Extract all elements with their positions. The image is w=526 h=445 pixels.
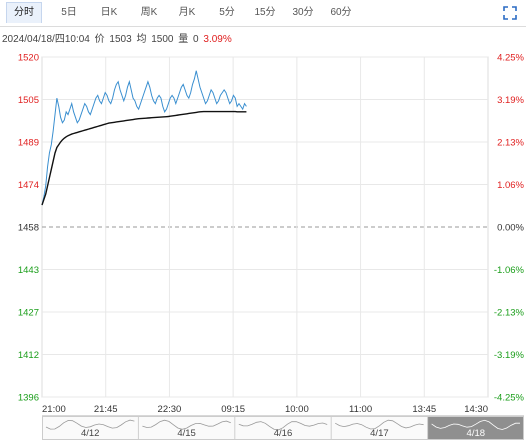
tab-daily-k[interactable]: 日K (100, 7, 118, 18)
navigator-sparkline (142, 419, 231, 430)
tab-15min[interactable]: 15分 (254, 7, 276, 18)
navigator-date-label[interactable]: 4/18 (467, 428, 486, 439)
tab-60min[interactable]: 60分 (330, 7, 352, 18)
volume-label: 量 (178, 34, 189, 45)
navigator-sparkline (431, 419, 520, 430)
y-tick-label-percent: 0.00% (497, 223, 524, 234)
volume-value: 0 (193, 34, 199, 45)
y-tick-label-percent: -3.19% (494, 350, 525, 361)
y-tick-label-percent: 1.06% (497, 180, 524, 191)
tab-monthly-k[interactable]: 月K (178, 7, 196, 18)
quote-datetime: 2024/04/18/四10:04 (2, 34, 90, 45)
fullscreen-icon[interactable] (503, 6, 517, 20)
y-tick-label-percent: 4.25% (497, 53, 524, 64)
y-tick-label-percent: -1.06% (494, 265, 525, 276)
price-value: 1503 (109, 34, 132, 45)
y-tick-label-percent: -2.13% (494, 308, 525, 319)
x-tick-label: 14:30 (464, 404, 488, 415)
navigator-date-label[interactable]: 4/17 (370, 428, 389, 439)
y-tick-label-price: 1505 (18, 95, 39, 106)
navigator-sparkline (335, 419, 424, 430)
y-tick-label-price: 1520 (18, 53, 39, 64)
y-tick-label-percent: 2.13% (497, 138, 524, 149)
y-tick-label-price: 1412 (18, 350, 39, 361)
x-tick-label: 10:00 (285, 404, 309, 415)
x-tick-label: 21:00 (42, 404, 66, 415)
navigator-sparkline (238, 421, 328, 431)
navigator-date-label[interactable]: 4/12 (81, 428, 100, 439)
y-tick-label-price: 1443 (18, 265, 39, 276)
avg-label: 均 (136, 34, 147, 45)
tab-5day[interactable]: 5日 (61, 7, 77, 18)
price-label: 价 (94, 34, 105, 45)
x-tick-label: 09:15 (221, 404, 245, 415)
y-tick-label-price: 1474 (18, 180, 39, 191)
y-tick-label-percent: 3.19% (497, 95, 524, 106)
tab-5min[interactable]: 5分 (219, 7, 235, 18)
quote-info-bar: 2024/04/18/四10:04 价 1503 均 1500 量 0 3.09… (2, 30, 234, 45)
y-tick-label-price: 1489 (18, 138, 39, 149)
tab-30min[interactable]: 30分 (292, 7, 314, 18)
period-tab-bar: 分时 5日 日K 周K 月K 5分 15分 30分 60分 (0, 0, 526, 27)
y-tick-label-price: 1396 (18, 393, 39, 404)
x-tick-label: 13:45 (412, 404, 436, 415)
date-range-navigator[interactable]: 4/12 4/15 4/16 4/17 4/18 (42, 415, 524, 440)
x-tick-label: 11:00 (349, 404, 372, 415)
x-tick-label: 22:30 (158, 404, 182, 415)
y-tick-label-price: 1458 (18, 223, 39, 234)
avg-value: 1500 (151, 34, 174, 45)
navigator-sparkline (45, 419, 135, 430)
navigator-frame (42, 416, 524, 440)
average-price-line (41, 110, 247, 206)
tab-weekly-k[interactable]: 周K (140, 7, 158, 18)
navigator-date-label[interactable]: 4/15 (177, 428, 196, 439)
price-line (41, 70, 247, 206)
tab-intraday[interactable]: 分时 (6, 2, 42, 23)
y-tick-label-percent: -4.25% (494, 393, 525, 404)
change-value: 3.09% (203, 34, 232, 45)
navigator-date-label[interactable]: 4/16 (274, 428, 293, 439)
x-tick-label: 21:45 (94, 404, 118, 415)
y-tick-label-price: 1427 (18, 308, 39, 319)
